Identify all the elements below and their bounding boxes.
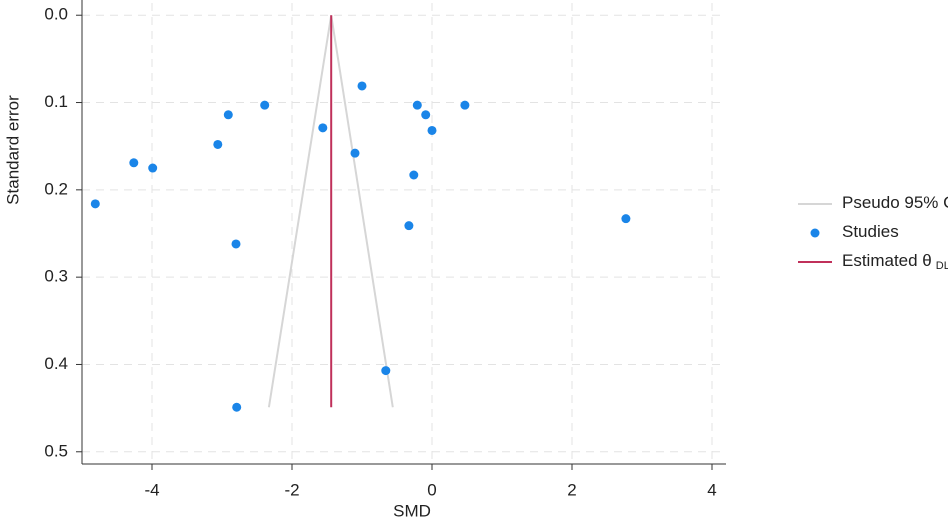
study-point [260,100,270,110]
study-point [213,139,223,149]
study-point [409,170,419,180]
study-point [621,214,631,224]
x-tick-label: 2 [567,480,576,499]
legend-label: Estimated θ DL [842,251,948,271]
study-point [427,125,437,135]
study-point [381,366,391,376]
legend-text: Estimated θ [842,251,932,270]
legend-subscript: DL [936,260,948,272]
study-point [404,221,414,231]
y-tick-label: 0.1 [44,92,68,111]
study-point [421,110,431,120]
y-tick-label: 0.0 [44,5,68,24]
study-point [90,199,100,209]
study-point [318,123,328,133]
legend-label: Pseudo 95% CI [842,193,948,212]
legend-text: Studies [842,222,899,241]
study-point [412,100,422,110]
study-point [232,402,242,412]
legend-text: Pseudo 95% CI [842,193,948,212]
x-tick-label: 4 [707,480,716,499]
x-tick-label: -2 [284,480,299,499]
y-tick-label: 0.2 [44,179,68,198]
study-point [148,163,158,173]
y-tick-label: 0.4 [44,354,68,373]
study-point [223,110,233,120]
x-tick-label: -4 [144,480,159,499]
study-point [350,148,360,158]
y-tick-label: 0.3 [44,267,68,286]
legend-label: Studies [842,222,899,241]
x-axis-label: SMD [393,501,431,520]
study-point [357,81,367,91]
study-point [129,158,139,168]
legend-marker [810,228,820,238]
y-tick-label: 0.5 [44,441,68,460]
study-point [460,100,470,110]
y-axis-label: Standard error [3,95,22,205]
x-tick-label: 0 [427,480,436,499]
study-point [231,239,241,249]
